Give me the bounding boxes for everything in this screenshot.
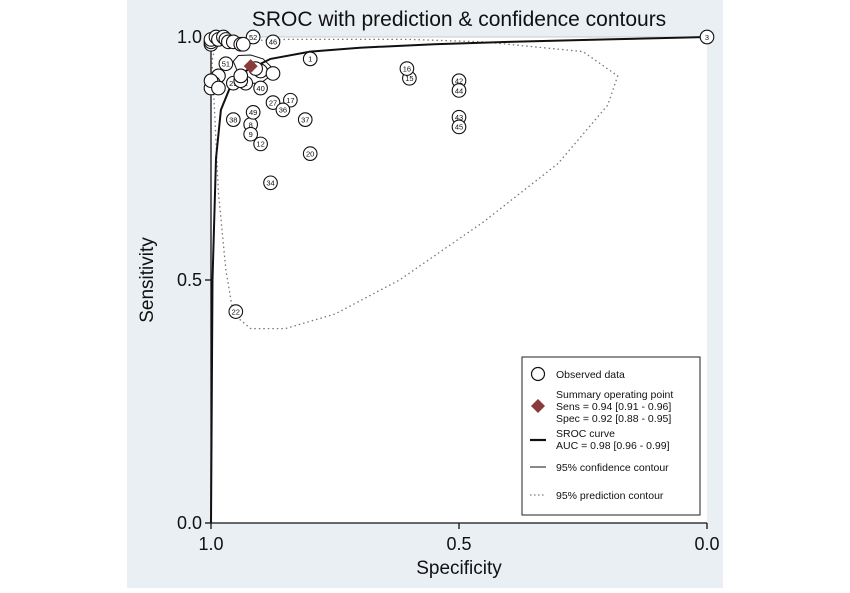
observed-point-label: 38 bbox=[229, 115, 237, 124]
observed-point bbox=[283, 92, 298, 108]
observed-point bbox=[228, 304, 244, 319]
observed-point-label: 3 bbox=[705, 33, 709, 42]
legend-box bbox=[521, 356, 701, 516]
observed-point bbox=[265, 66, 281, 81]
sroc-curve bbox=[210, 36, 708, 524]
observed-point bbox=[225, 112, 241, 127]
summary-point-group bbox=[243, 59, 258, 74]
observed-point bbox=[699, 29, 715, 45]
summary-point bbox=[243, 59, 258, 74]
x-tick-label: 1.0 bbox=[198, 534, 223, 554]
observed-point bbox=[302, 51, 318, 67]
observed-point-label: 20 bbox=[306, 149, 314, 158]
y-tick-label: 0.0 bbox=[177, 513, 202, 533]
y-tick-label: 0.5 bbox=[177, 270, 202, 290]
observed-point-label: 15 bbox=[405, 74, 413, 83]
axes: 1.0 0.5 0.0 0.0 0.5 1.0 bbox=[177, 27, 720, 554]
observed-point bbox=[265, 34, 281, 50]
legend-sroc-auc: AUC = 0.98 [0.96 - 0.99] bbox=[556, 440, 670, 452]
y-tick-label: 1.0 bbox=[177, 27, 202, 47]
observed-point-label: 34 bbox=[266, 179, 274, 188]
legend-sroc-title: SROC curve bbox=[556, 428, 615, 440]
observed-point bbox=[253, 80, 268, 96]
legend-summary-spec: Spec = 0.92 [0.88 - 0.95] bbox=[556, 413, 671, 425]
observed-point-label: 46 bbox=[269, 38, 277, 47]
legend-observed-marker bbox=[530, 366, 546, 382]
observed-point-label: 51 bbox=[222, 60, 230, 69]
legend-prediction-label: 95% prediction contour bbox=[556, 490, 664, 502]
y-axis-title: Sensitivity bbox=[137, 237, 158, 323]
observed-point bbox=[275, 102, 291, 118]
observed-point bbox=[243, 126, 259, 142]
observed-point-label: 22 bbox=[232, 307, 240, 316]
observed-point bbox=[235, 36, 251, 52]
x-tick-label: 0.5 bbox=[446, 534, 471, 554]
observed-point-label: 17 bbox=[286, 96, 294, 105]
observed-point bbox=[245, 29, 261, 45]
observed-point-label: 37 bbox=[301, 115, 309, 124]
observed-point-label: 42 bbox=[455, 77, 463, 86]
observed-point bbox=[451, 83, 467, 98]
observed-point bbox=[399, 61, 415, 76]
observed-point bbox=[211, 80, 226, 96]
legend-summary-title: Summary operating point bbox=[556, 389, 673, 401]
observed-point-label: 45 bbox=[455, 123, 463, 132]
x-tick-label: 0.0 bbox=[694, 534, 719, 554]
observed-point bbox=[218, 56, 234, 72]
legend-summary-marker bbox=[531, 399, 545, 413]
observed-point bbox=[451, 119, 467, 135]
x-axis-title: Specificity bbox=[416, 558, 502, 579]
observed-point-label: 49 bbox=[249, 108, 257, 117]
observed-point-label: 43 bbox=[455, 113, 463, 122]
observed-point-label: 16 bbox=[403, 64, 411, 73]
observed-point bbox=[297, 112, 313, 127]
observed-point bbox=[265, 95, 281, 110]
curves bbox=[210, 36, 708, 524]
observed-point-label: 8 bbox=[249, 120, 253, 129]
observed-point-label: 52 bbox=[249, 33, 257, 42]
legend-summary-sens: Sens = 0.94 [0.91 - 0.96] bbox=[556, 401, 671, 413]
legend: Observed data Summary operating point Se… bbox=[521, 356, 701, 516]
observed-point bbox=[302, 146, 318, 161]
observed-point-label: 36 bbox=[279, 106, 287, 115]
confidence-contour bbox=[232, 54, 271, 84]
observed-point-label: 44 bbox=[455, 86, 463, 95]
observed-point bbox=[253, 136, 268, 152]
observed-point-label: 12 bbox=[256, 140, 264, 149]
observed-point-label: 9 bbox=[249, 130, 253, 139]
legend-observed-label: Observed data bbox=[556, 369, 625, 381]
observed-point-label: 29 bbox=[229, 79, 237, 88]
observed-point-label: 1 bbox=[308, 55, 312, 64]
observed-point-label: 40 bbox=[256, 84, 264, 93]
observed-point bbox=[233, 68, 249, 84]
observed-point-label: 27 bbox=[269, 98, 277, 107]
legend-confidence-label: 95% confidence contour bbox=[556, 462, 669, 474]
chart-title: SROC with prediction & confidence contou… bbox=[252, 8, 666, 31]
observed-point bbox=[245, 104, 261, 120]
observed-point bbox=[263, 175, 278, 191]
observed-points: 1237891215161720222729343637384042434445… bbox=[203, 29, 715, 319]
